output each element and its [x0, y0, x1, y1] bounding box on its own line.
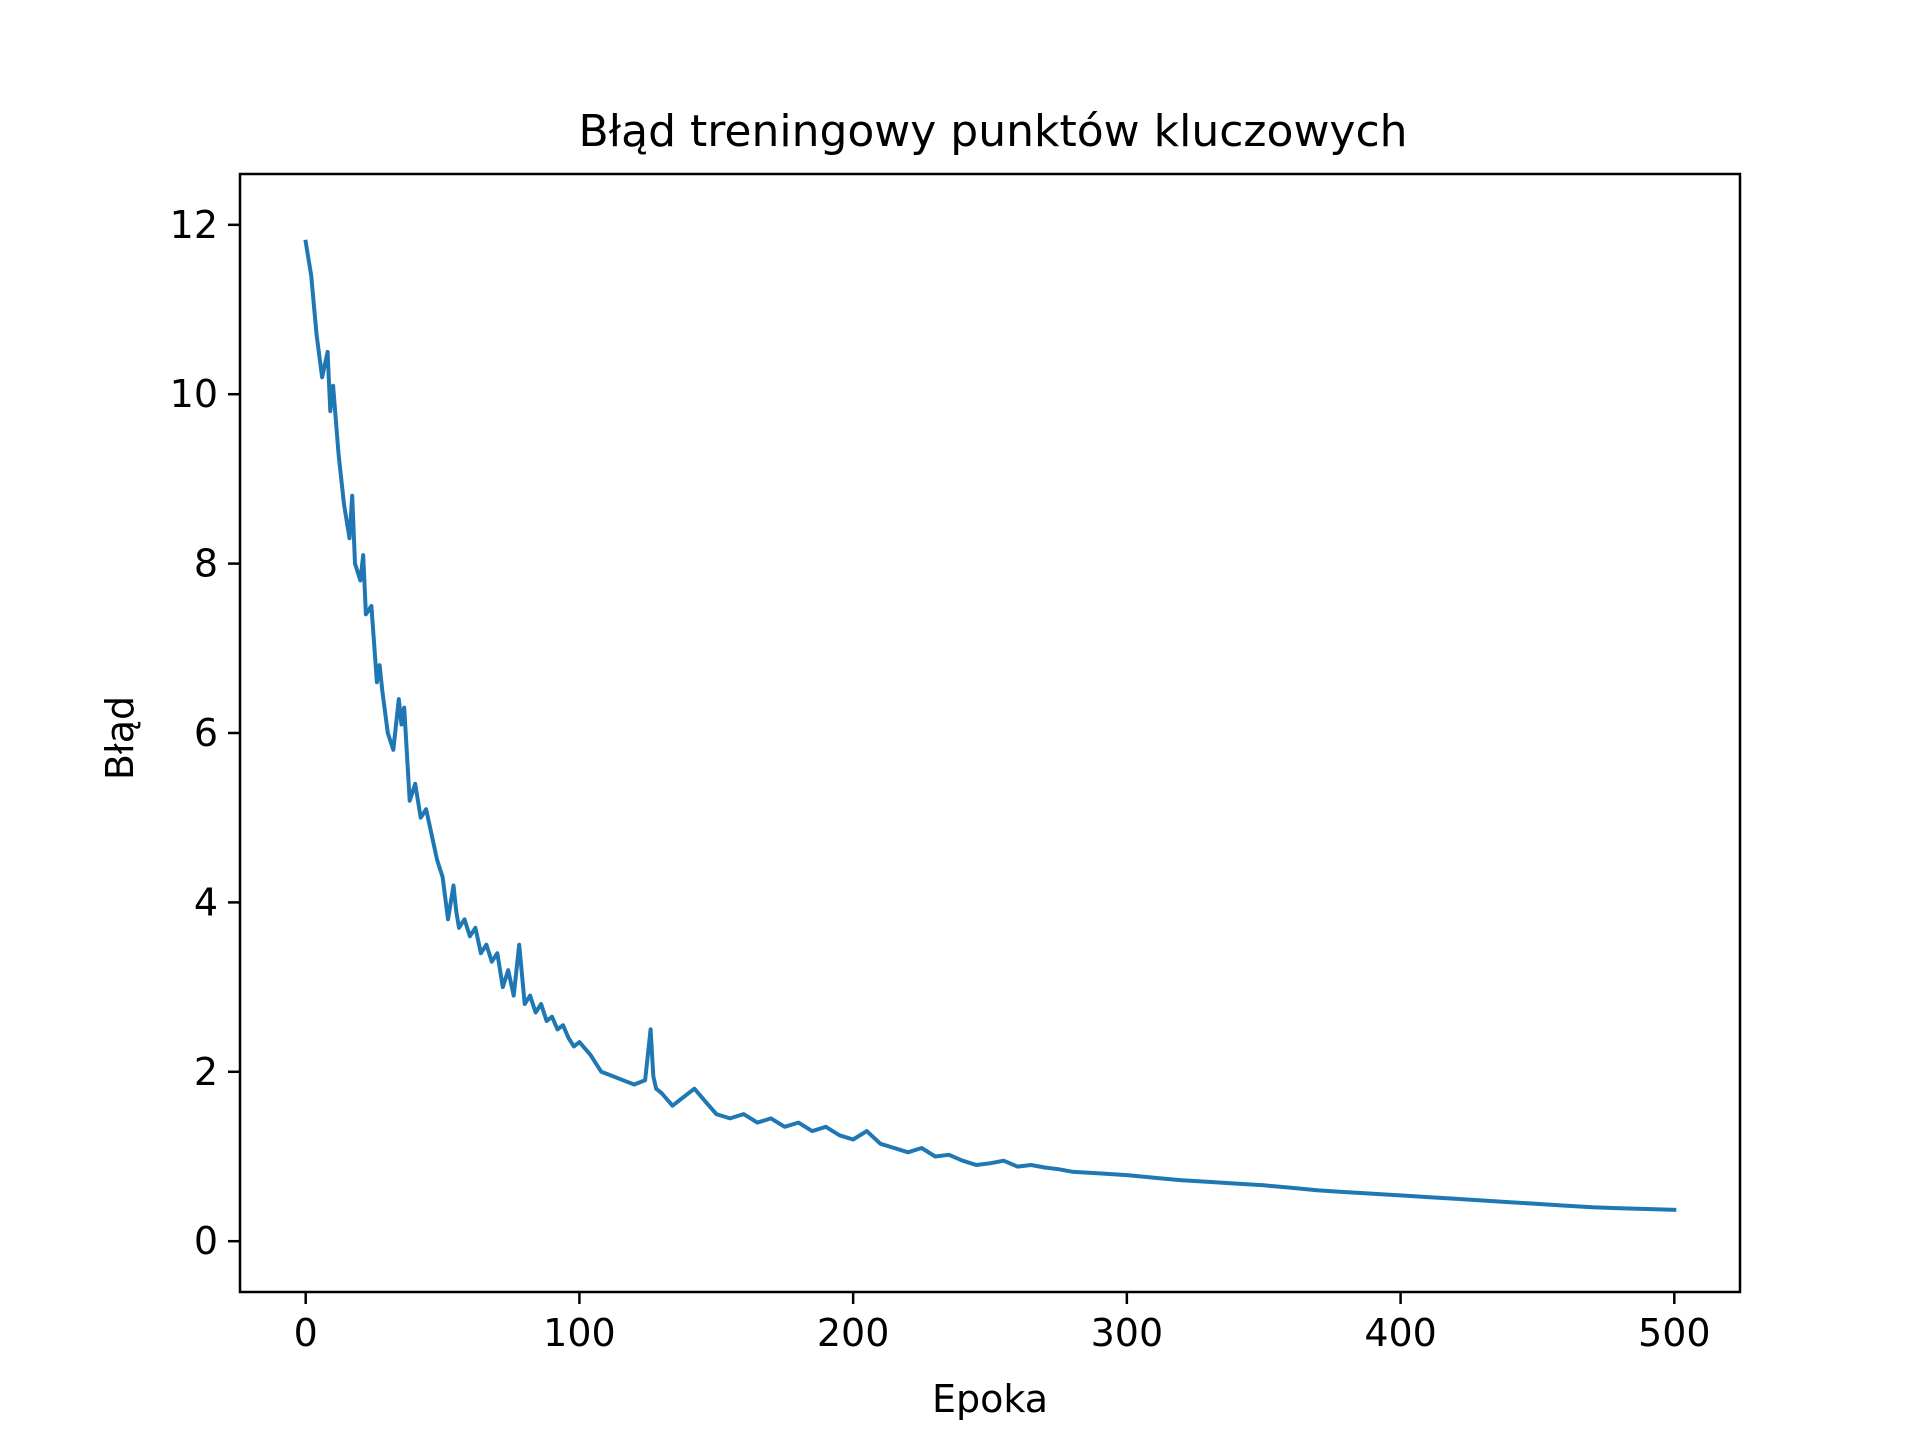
x-tick-label: 300 — [1091, 1311, 1164, 1355]
x-tick-label: 0 — [294, 1311, 318, 1355]
x-tick-label: 500 — [1638, 1311, 1711, 1355]
y-tick-label: 8 — [194, 542, 218, 586]
y-tick-label: 0 — [194, 1219, 218, 1263]
y-tick-label: 4 — [194, 880, 218, 924]
plot-area — [303, 239, 1677, 1212]
y-tick-label: 12 — [170, 203, 218, 247]
y-axis-label: Błąd — [98, 696, 142, 780]
series-line-0 — [303, 239, 1677, 1212]
y-tick-label: 6 — [194, 711, 218, 755]
x-axis: 0 100 200 300 400 500 — [294, 1292, 1711, 1355]
y-axis: 0 2 4 6 8 10 12 — [170, 203, 240, 1263]
chart-title: Błąd treningowy punktów kluczowych — [578, 106, 1407, 157]
x-tick-label: 100 — [543, 1311, 616, 1355]
x-tick-label: 200 — [817, 1311, 890, 1355]
x-tick-label: 400 — [1364, 1311, 1437, 1355]
x-axis-label: Epoka — [932, 1377, 1048, 1421]
y-tick-label: 2 — [194, 1050, 218, 1094]
y-tick-label: 10 — [170, 372, 218, 416]
